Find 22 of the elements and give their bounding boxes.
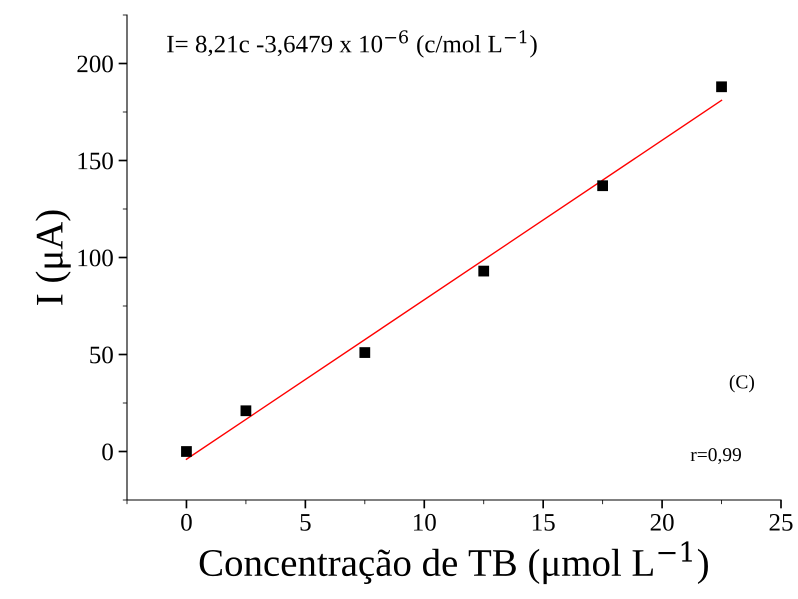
y-tick-label: 0 [102,444,113,460]
point [597,180,608,192]
x-tick-label: 25 [770,514,793,531]
annotation: (C) [730,374,754,392]
y-axis-title: I (μA) [35,210,71,305]
x-tick-label: 15 [532,514,555,531]
point [181,446,192,457]
y-tick-label: 100 [78,250,113,266]
annotation: r=0,99 [690,448,741,464]
point [359,347,370,358]
x-axis-title: Concentração de TB (μmol L$^{−1}$) [200,541,708,584]
x-tick-label: 5 [300,514,311,531]
point [240,405,252,416]
y-tick-label: 200 [77,56,113,72]
y-tick-label: 150 [78,152,113,170]
point [478,266,490,276]
y-tick-label: 50 [90,346,113,364]
x-tick-label: 0 [181,514,192,531]
x-tick-label: 20 [650,514,674,531]
annotation: I= 8,21c -3,6479 x 10$^{−6}$ (c/mol L$^{−1}$) [167,30,537,58]
point [716,81,727,92]
x-tick-label: 10 [414,514,436,531]
